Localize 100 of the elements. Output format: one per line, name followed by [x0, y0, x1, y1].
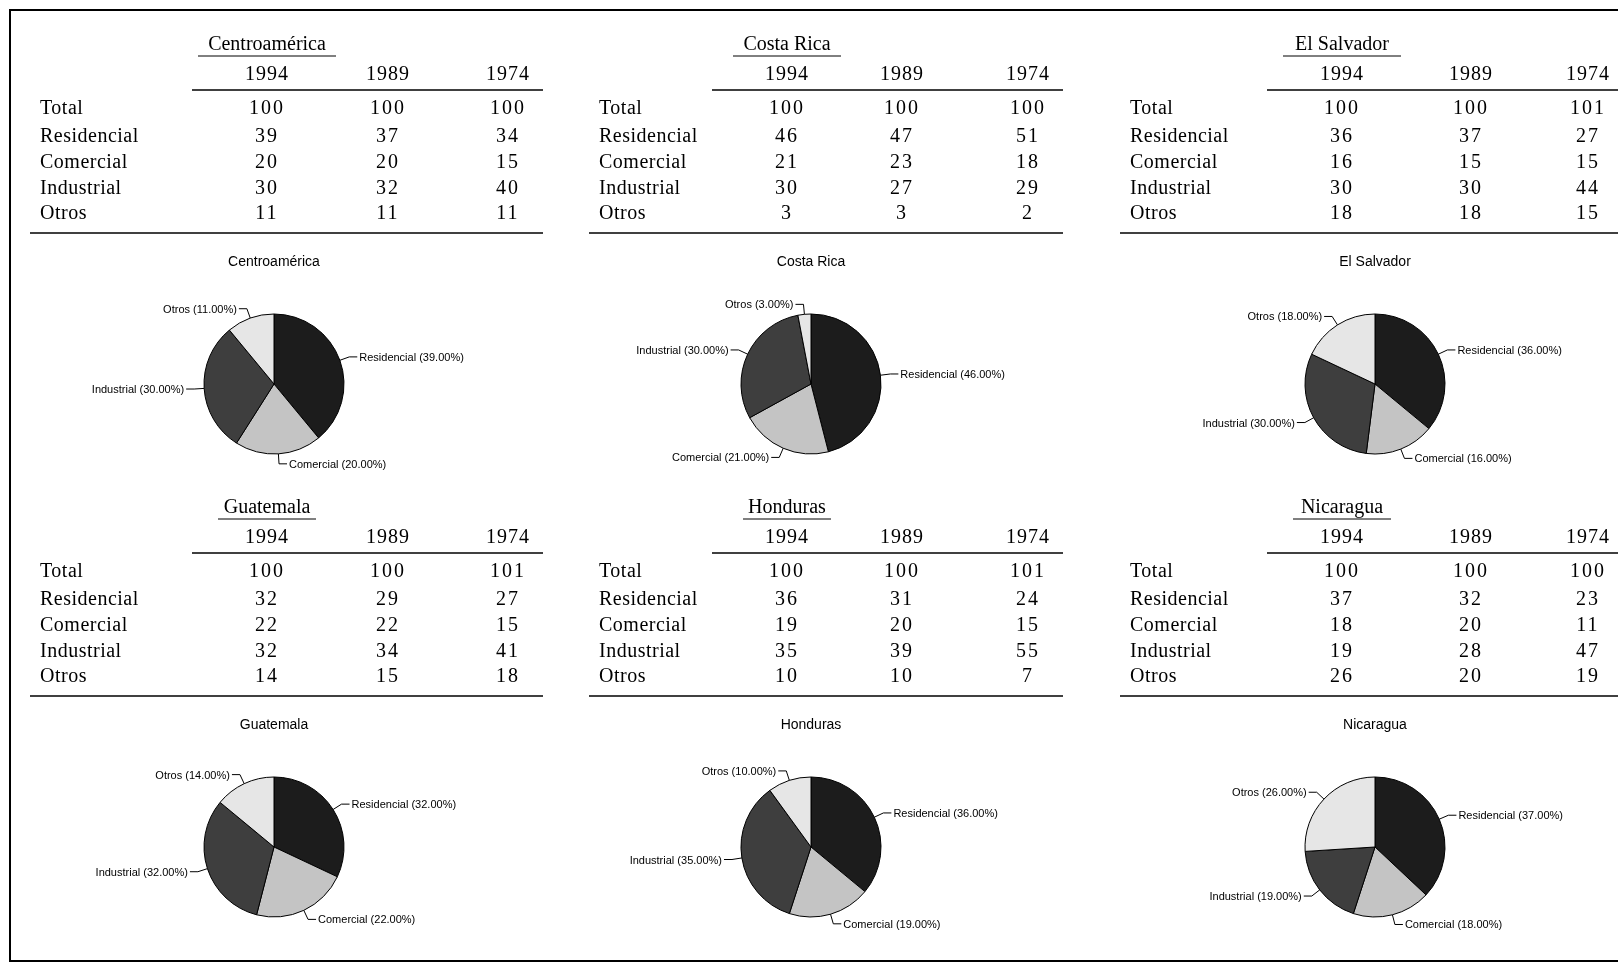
chart-title: Guatemala — [223, 495, 311, 517]
y-tick-label: Comercial — [1130, 613, 1218, 635]
data-label: 44 — [1576, 176, 1600, 198]
x-tick-label: 1989 — [1449, 62, 1493, 84]
y-tick-label: Industrial — [1130, 176, 1212, 198]
y-tick-label: Residencial — [40, 124, 139, 146]
y-tick-label: Otros — [1130, 664, 1177, 686]
slice-label: Otros (10.00%) — [701, 764, 777, 777]
data-label: 100 — [1570, 559, 1606, 581]
y-tick-label: Comercial — [40, 150, 128, 172]
x-tick-label: 1989 — [880, 525, 924, 547]
data-label: 14 — [255, 664, 279, 686]
data-label: 37 — [1459, 124, 1483, 146]
data-label: 39 — [890, 639, 914, 661]
chart-title: Centroamérica — [228, 253, 321, 269]
data-label: 101 — [1570, 96, 1606, 118]
x-tick-label: 1974 — [1006, 62, 1050, 84]
y-tick-label: Otros — [599, 664, 646, 686]
data-label: 19 — [1330, 639, 1354, 661]
data-label: 18 — [1330, 201, 1354, 223]
data-label: 30 — [775, 176, 799, 198]
data-label: 27 — [1576, 124, 1600, 146]
chart-title: Nicaragua — [1343, 716, 1408, 732]
data-label: 20 — [376, 150, 400, 172]
data-label: 31 — [890, 587, 914, 609]
x-tick-label: 1974 — [486, 62, 530, 84]
data-label: 101 — [1010, 559, 1046, 581]
data-label: 34 — [496, 124, 520, 146]
y-tick-label: Residencial — [1130, 587, 1229, 609]
data-label: 100 — [249, 559, 285, 581]
data-label: 39 — [255, 124, 279, 146]
x-tick-label: 1994 — [765, 62, 809, 84]
y-tick-label: Otros — [599, 201, 646, 223]
x-tick-label: 1994 — [1320, 525, 1364, 547]
data-label: 37 — [1330, 587, 1354, 609]
y-tick-label: Comercial — [40, 613, 128, 635]
data-label: 7 — [1022, 664, 1034, 686]
slice-label: Comercial (20.00%) — [289, 457, 387, 470]
slice-label: Residencial (36.00%) — [893, 806, 998, 819]
x-tick-label: 1994 — [1320, 62, 1364, 84]
data-label: 32 — [255, 587, 279, 609]
data-label: 19 — [1576, 664, 1600, 686]
data-label: 20 — [1459, 664, 1483, 686]
data-label: 20 — [1459, 613, 1483, 635]
chart-title: Honduras — [780, 716, 842, 732]
y-tick-label: Residencial — [40, 587, 139, 609]
data-label: 15 — [1016, 613, 1040, 635]
data-label: 20 — [890, 613, 914, 635]
slice-label: Comercial (22.00%) — [318, 913, 416, 926]
data-label: 36 — [1330, 124, 1354, 146]
data-label: 20 — [255, 150, 279, 172]
chart-title: Guatemala — [239, 716, 309, 732]
chart-title: Centroamérica — [208, 32, 326, 54]
data-label: 41 — [496, 639, 520, 661]
data-label: 18 — [1459, 201, 1483, 223]
data-label: 15 — [496, 613, 520, 635]
data-label: 10 — [775, 664, 799, 686]
chart-title: Costa Rica — [776, 253, 846, 269]
slice-label: Residencial (36.00%) — [1457, 343, 1562, 356]
data-label: 15 — [1459, 150, 1483, 172]
data-label: 18 — [1016, 150, 1040, 172]
slice-label: Residencial (37.00%) — [1458, 809, 1563, 822]
x-tick-label: 1989 — [366, 62, 410, 84]
slice-label: Otros (11.00%) — [163, 302, 237, 315]
data-label: 18 — [496, 664, 520, 686]
slice-label: Otros (3.00%) — [725, 298, 794, 311]
slice-label: Industrial (35.00%) — [629, 853, 722, 866]
slice-label: Residencial (39.00%) — [359, 350, 464, 363]
data-label: 32 — [1459, 587, 1483, 609]
data-label: 18 — [1330, 613, 1354, 635]
data-label: 40 — [496, 176, 520, 198]
data-label: 29 — [376, 587, 400, 609]
data-label: 15 — [376, 664, 400, 686]
slice-label: Otros (26.00%) — [1232, 786, 1307, 799]
y-tick-label: Total — [40, 559, 84, 581]
y-tick-label: Industrial — [40, 639, 122, 661]
data-label: 101 — [490, 559, 526, 581]
data-label: 26 — [1330, 664, 1354, 686]
y-tick-label: Otros — [40, 664, 87, 686]
y-tick-label: Total — [599, 96, 643, 118]
slice-label: Otros (18.00%) — [1247, 310, 1323, 323]
y-tick-label: Total — [1130, 559, 1174, 581]
data-label: 23 — [890, 150, 914, 172]
slice-label: Residencial (32.00%) — [351, 798, 457, 811]
data-label: 29 — [1016, 176, 1040, 198]
data-label: 34 — [376, 639, 400, 661]
data-label: 15 — [496, 150, 520, 172]
data-label: 100 — [884, 96, 920, 118]
chart-title: El Salvador — [1295, 32, 1390, 54]
y-tick-label: Total — [599, 559, 643, 581]
y-tick-label: Comercial — [599, 150, 687, 172]
data-label: 28 — [1459, 639, 1483, 661]
slice-label: Industrial (32.00%) — [95, 865, 188, 878]
x-tick-label: 1974 — [1566, 62, 1610, 84]
slice-label: Comercial (18.00%) — [1404, 918, 1503, 931]
x-tick-label: 1989 — [1449, 525, 1493, 547]
data-label: 32 — [376, 176, 400, 198]
chart-title: Honduras — [748, 495, 827, 517]
data-label: 27 — [890, 176, 914, 198]
y-tick-label: Industrial — [599, 176, 681, 198]
